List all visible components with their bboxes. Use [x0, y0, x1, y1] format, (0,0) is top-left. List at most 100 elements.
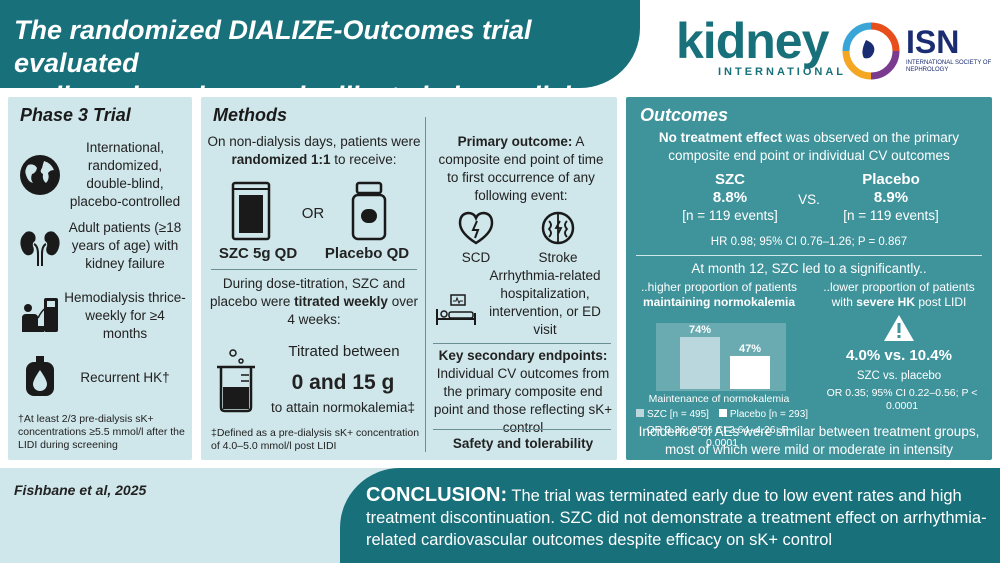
titration-weekly: titrated weekly [294, 294, 388, 309]
higher-proportion-bold: maintaining normokalemia [642, 295, 796, 309]
kidney-international-logo: kidney INTERNATIONAL [676, 13, 847, 82]
szc-percent: 8.8% [712, 189, 748, 206]
normokalemia-odds-ratio: OR 3.36; 95% CI 2.64–4.26; P < 0.0001 [646, 424, 798, 449]
outcomes-heading: Outcomes [640, 105, 729, 125]
placebo-percent: 8.9% [873, 189, 909, 206]
primary-outcome-desc: A composite end point of time to first o… [438, 134, 604, 203]
adverse-events-text: Incidence of AEs were similar between tr… [638, 424, 980, 457]
legend-placebo-swatch [718, 409, 727, 417]
hazard-ratio: HR 0.98; 95% CI 0.76–1.26; P = 0.867 [710, 236, 908, 248]
lower-proportion-text: ..lower proportion of patients with seve… [812, 280, 986, 310]
isn-emblem-icon [842, 22, 900, 80]
hospital-bed-icon [436, 294, 476, 325]
kidney-logo-subtext: INTERNATIONAL [718, 66, 847, 78]
trial-design-text: International, randomized, double-blind,… [69, 140, 181, 209]
conclusion-body: The trial was terminated early due to lo… [366, 487, 987, 549]
titration-range: 0 and 15 g [291, 371, 395, 394]
methods-divider-right-2 [433, 429, 611, 430]
arm-a-label: SZC 5g QD [218, 245, 298, 262]
placebo-bottle-icon [351, 181, 387, 241]
conclusion-box: CONCLUSION: The trial was terminated ear… [340, 468, 1000, 563]
methods-divider-right-1 [433, 343, 611, 344]
methods-divider-left [211, 269, 417, 270]
secondary-endpoints-text: Key secondary endpoints: Individual CV o… [431, 347, 615, 437]
higher-proportion-pre: ..higher proportion of patients [640, 280, 798, 294]
placebo-events: [n = 119 events] [843, 208, 939, 223]
citation-author: Fishbane et al, 2025 [14, 482, 147, 498]
trial-item-hk: Recurrent HK† [16, 354, 186, 402]
secondary-endpoints-label: Key secondary endpoints: [438, 348, 608, 363]
randomization-pre: On non-dialysis days, patients were [207, 134, 421, 149]
no-effect-desc: was observed on the primary composite en… [668, 130, 960, 163]
titration-pre: During dose-titration, SZC and placebo w… [210, 276, 406, 309]
month12-text: At month 12, SZC led to a significantly.… [691, 261, 927, 276]
legend-szc-label: SZC [n = 495] [646, 409, 709, 420]
phase3-trial-panel: Phase 3 Trial International, randomized,… [8, 97, 192, 460]
trial-item-design: International, randomized, double-blind,… [16, 139, 186, 211]
higher-proportion-text: ..higher proportion of patients maintain… [634, 280, 804, 310]
globe-icon [20, 155, 60, 195]
drop-bag-icon [26, 356, 54, 396]
kidney-logo-text: kidney [676, 13, 829, 69]
conclusion-label: CONCLUSION: [366, 484, 508, 506]
bar-chart-legend: SZC [n = 495] Placebo [n = 293] [634, 409, 810, 420]
methods-divider-vertical [425, 117, 426, 452]
brain-icon [541, 211, 575, 245]
or-label: OR [301, 205, 325, 222]
beaker-icon [217, 349, 255, 413]
legend-placebo-label: Placebo [n = 293] [729, 409, 809, 420]
normokalemia-bar-chart: 74% 47% [656, 323, 786, 391]
outcomes-panel: Outcomes No treatment effect was observe… [626, 97, 992, 460]
no-effect-label: No treatment effect [658, 130, 782, 145]
safety-label: Safety and tolerability [452, 436, 594, 451]
header-banner: The randomized DIALIZE-Outcomes trial ev… [0, 0, 640, 111]
lower-proportion-post: post LIDI [918, 295, 967, 309]
trial-item-population: Adult patients (≥18 years of age) with k… [16, 219, 186, 273]
primary-outcome-text: Primary outcome: A composite end point o… [433, 133, 609, 205]
trial-heading: Phase 3 Trial [20, 105, 131, 125]
isn-logo: ISN INTERNATIONAL SOCIETY OF NEPHROLOGY [842, 22, 997, 80]
heart-icon [458, 211, 494, 245]
randomization-ratio: randomized 1:1 [231, 152, 331, 167]
conclusion-text: CONCLUSION: The trial was terminated ear… [366, 484, 988, 551]
vs-label: VS. [798, 192, 820, 207]
bar-label-placebo: 47% [739, 343, 761, 355]
isn-logo-subtext: INTERNATIONAL SOCIETY OF NEPHROLOGY [906, 60, 992, 73]
lower-proportion-bold: severe HK [856, 295, 916, 309]
methods-footnote: ‡Defined as a pre-dialysis sK+ concentra… [211, 427, 420, 452]
szc-label: SZC [715, 171, 745, 188]
randomization-post: to receive: [334, 152, 397, 167]
dialysis-icon [22, 298, 58, 332]
severe-hk-odds-ratio: OR 0.35; 95% CI 0.22–0.56; P < 0.0001 [826, 387, 978, 412]
legend-placebo: Placebo [n = 293] [718, 409, 809, 420]
primary-outcome-label: Primary outcome: [457, 134, 573, 149]
bar-placebo [730, 355, 770, 389]
trial-population-text: Adult patients (≥18 years of age) with k… [68, 220, 182, 271]
szc-events: [n = 119 events] [682, 208, 778, 223]
kidneys-icon [20, 231, 60, 266]
arrhythmia-event-label: Arrhythmia-related hospitalization, inte… [489, 268, 601, 337]
methods-panel: Methods On non-dialysis days, patients w… [201, 97, 617, 460]
titration-text: During dose-titration, SZC and placebo w… [207, 275, 421, 329]
bar-chart-caption: Maintenance of normokalemia [648, 393, 790, 405]
titrated-between-label: Titrated between [288, 343, 400, 360]
placebo-label: Placebo [862, 171, 920, 188]
outcomes-divider-2 [636, 419, 982, 420]
trial-hk-text: Recurrent HK† [80, 370, 170, 385]
titration-post: over 4 weeks: [287, 294, 418, 327]
isn-logo-text: ISN [906, 24, 960, 60]
trial-footnote: †At least 2/3 pre-dialysis sK+ concentra… [18, 413, 185, 451]
szc-sachet-icon [231, 181, 271, 241]
lower-proportion-pre: ..lower proportion of patients with [823, 280, 975, 309]
normokalemia-chart-area: 74% 47% [636, 315, 802, 395]
warning-icon [884, 315, 914, 341]
severe-hk-comparison: SZC vs. placebo [856, 370, 942, 382]
arm-b-label: Placebo QD [324, 245, 410, 262]
stroke-label: Stroke [538, 250, 578, 265]
legend-szc-swatch [635, 409, 644, 417]
methods-heading: Methods [213, 105, 287, 125]
secondary-endpoints-desc: Individual CV outcomes from the primary … [433, 366, 613, 435]
trial-hemodialysis-text: Hemodialysis thrice-weekly for ≥4 months [64, 290, 186, 341]
bar-szc [680, 337, 720, 389]
bar-label-szc: 74% [689, 324, 711, 336]
